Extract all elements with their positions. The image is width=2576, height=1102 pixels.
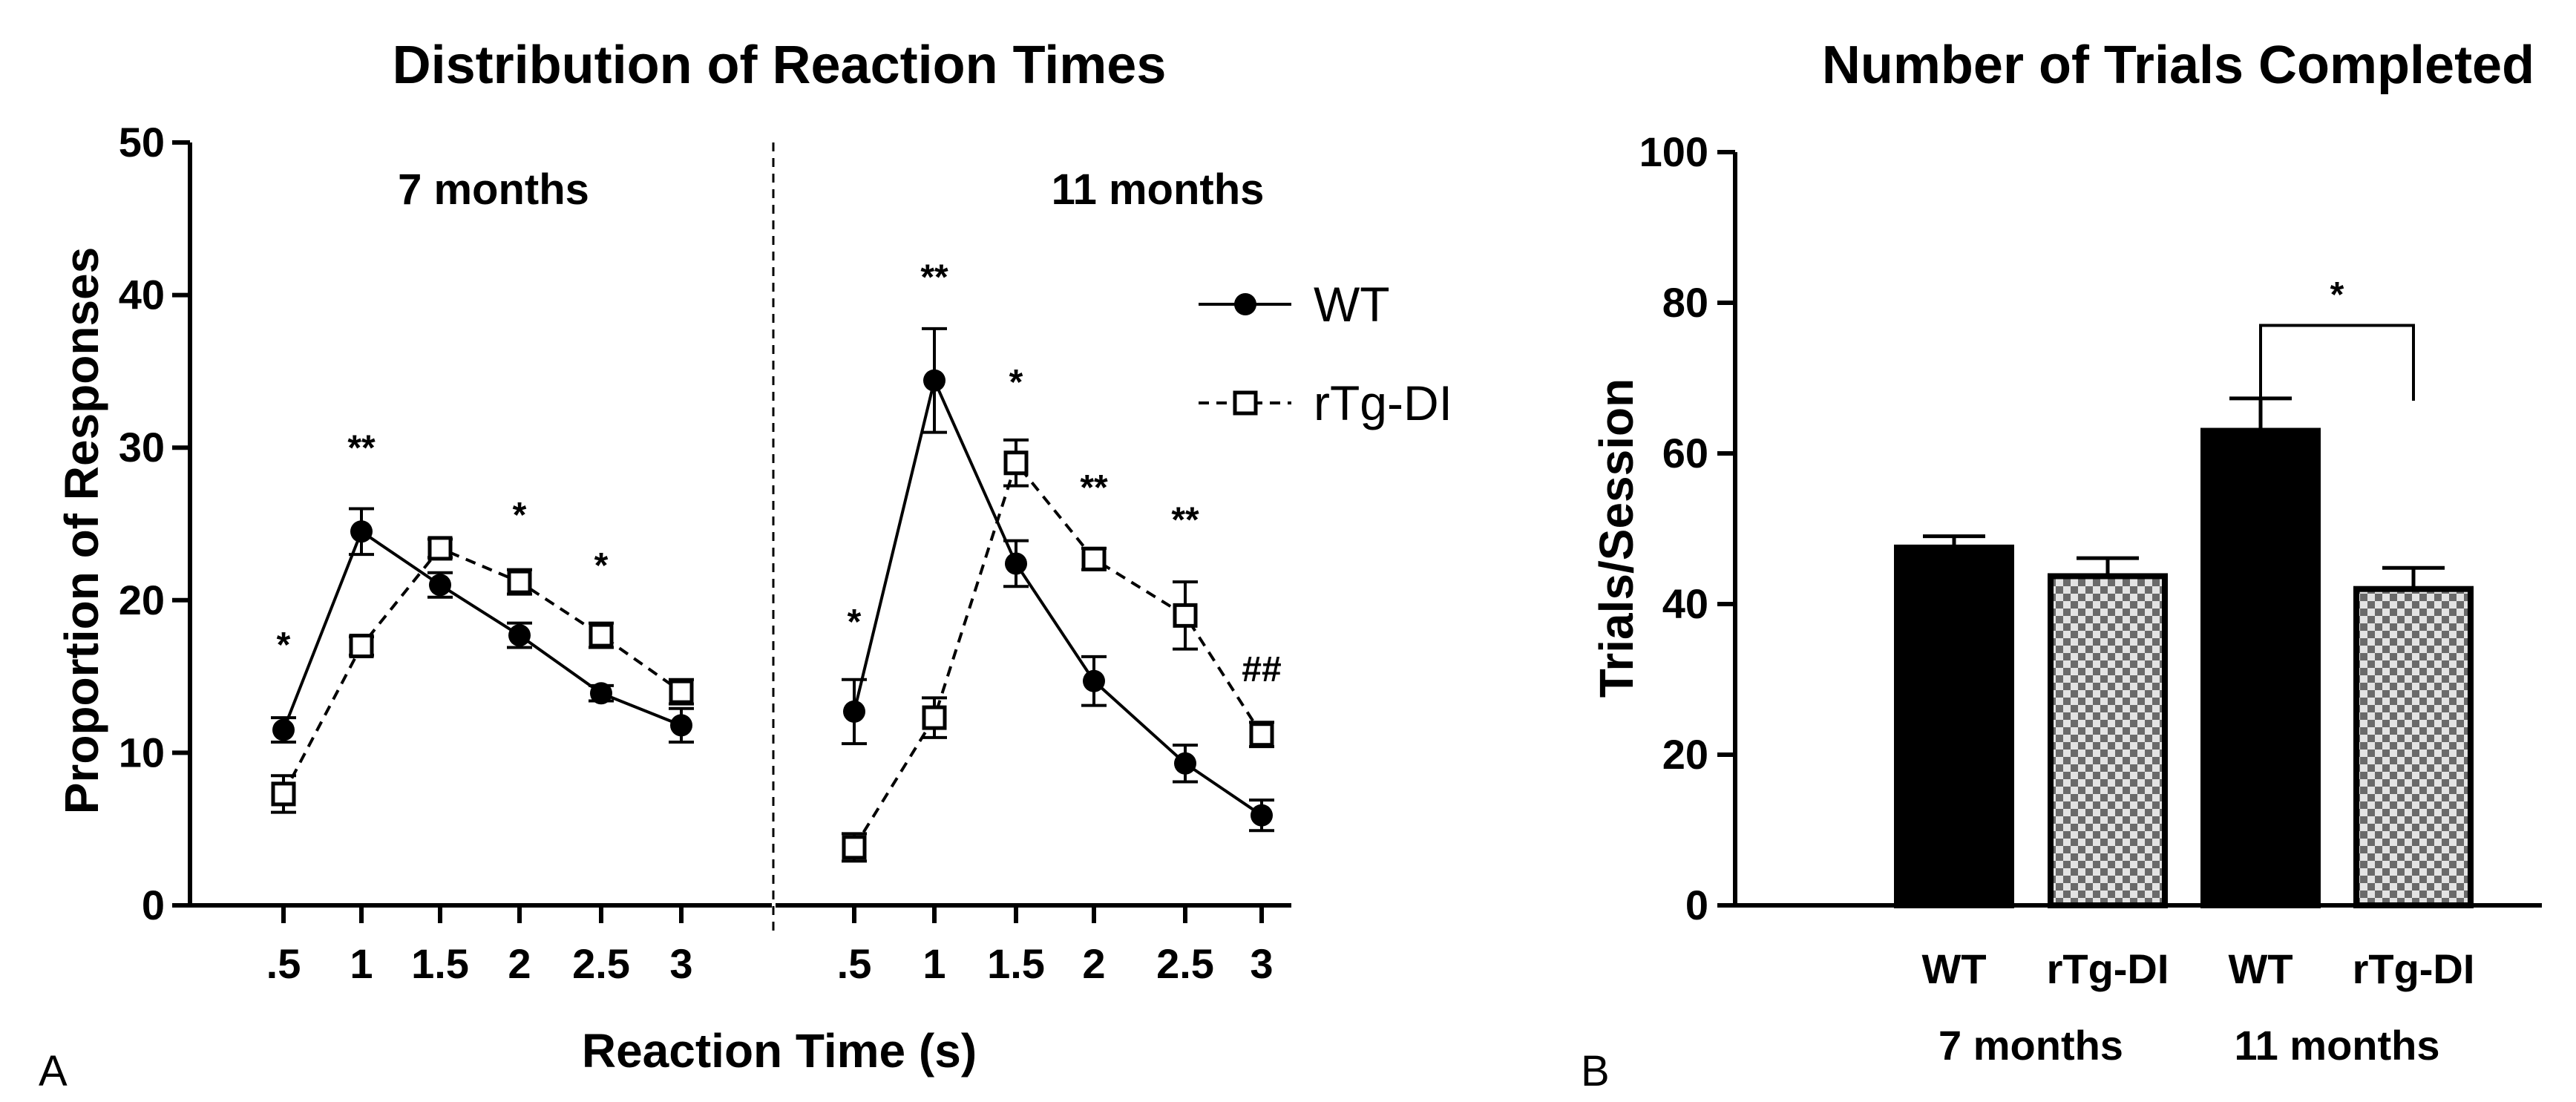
panel-b-letter: B — [1581, 1047, 1610, 1095]
significance-marker: ** — [1080, 468, 1108, 508]
data-point-rtg-di — [1173, 603, 1198, 628]
panel-a-y-tick-label: 50 — [119, 119, 165, 165]
bar-3 — [2200, 427, 2321, 908]
panel-a-x-tick-label: 2 — [1082, 940, 1105, 987]
panel-b-category-label: rTg-DI — [2353, 945, 2475, 992]
panel-a-y-tick-label: 10 — [119, 729, 165, 775]
panel-a-y-tick-label: 30 — [119, 424, 165, 470]
bar-4 — [2353, 586, 2474, 908]
significance-marker: ## — [1242, 650, 1281, 689]
data-point-wt — [350, 520, 373, 543]
data-point-wt — [590, 682, 612, 705]
bar-1 — [1894, 544, 2014, 908]
bar-2 — [2048, 573, 2168, 908]
significance-marker: * — [1009, 363, 1023, 402]
data-point-rtg-di — [842, 835, 867, 860]
panel-b-group-label: 11 months — [2235, 1022, 2440, 1069]
data-point-wt — [429, 574, 451, 597]
panel-b-y-axis-title: Trials/Session — [1590, 378, 1643, 698]
panel-b-y-tick-label: 40 — [1662, 580, 1708, 627]
data-point-rtg-di — [427, 536, 453, 561]
panel-a-x-axis-title: Reaction Time (s) — [582, 1024, 977, 1078]
data-point-wt — [923, 369, 945, 392]
panel-b-group-label: 7 months — [1938, 1022, 2123, 1069]
panel-b-y-tick-label: 60 — [1662, 430, 1708, 476]
data-point-wt — [508, 624, 531, 647]
significance-marker: ** — [920, 258, 948, 297]
series-line-rtg-di — [282, 546, 683, 795]
panel-b-plot: 0 20 40 60 80 100 WT rTg-DI WT rTg-DI 7 months 11 m… — [1639, 128, 2542, 1069]
data-point-rtg-di — [1081, 546, 1107, 571]
panel-a-x-tick-label: 3 — [1250, 940, 1273, 987]
legend-wt-label: WT — [1314, 277, 1390, 332]
panel-b-category-label: WT — [2228, 945, 2292, 992]
panel-a-title: Distribution of Reaction Times — [393, 36, 1167, 95]
legend: WT rTg-DI — [1199, 277, 1452, 430]
data-point-wt — [1174, 752, 1196, 775]
significance-marker: ** — [347, 429, 376, 468]
panel-a-x-tick-label: 2.5 — [572, 940, 630, 987]
panel-a-y-tick-label: 0 — [142, 882, 165, 928]
panel-a-x-tick-label: 2 — [508, 940, 531, 987]
panel-a-x-tick-label: .5 — [266, 940, 301, 987]
data-point-wt — [670, 714, 692, 737]
panel-a-subtitle-11-months: 11 months — [1052, 165, 1265, 214]
panel-b-y-tick-label: 100 — [1639, 128, 1708, 175]
series-line-rtg-di — [853, 459, 1263, 848]
panel-a-x-tick-label: 1 — [350, 940, 373, 987]
series-line-wt — [853, 375, 1263, 817]
data-point-rtg-di — [922, 705, 947, 730]
data-point-rtg-di — [507, 569, 532, 594]
panel-a-y-tick-label: 20 — [119, 577, 165, 623]
legend-rtg-marker — [1233, 390, 1258, 416]
data-point-rtg-di — [349, 633, 374, 658]
panel-a-x-tick-label: 3 — [669, 940, 692, 987]
data-point-wt — [1005, 552, 1027, 575]
data-point-wt — [272, 718, 295, 741]
panel-a-y-axis-title: Proportion of Responses — [55, 247, 108, 815]
data-point-wt — [1251, 804, 1273, 827]
significance-marker: * — [594, 546, 609, 586]
data-point-rtg-di — [1249, 722, 1274, 747]
data-point-rtg-di — [589, 623, 614, 648]
panel-a-y-tick-label: 40 — [119, 272, 165, 318]
significance-marker: * — [277, 626, 291, 665]
panel-b-y-tick-label: 20 — [1662, 731, 1708, 778]
panel-b-category-label: rTg-DI — [2047, 945, 2169, 992]
panel-a-x-tick-label: 1.5 — [987, 940, 1045, 987]
panel-b-title: Number of Trials Completed — [1822, 36, 2534, 95]
panel-b-y-tick-label: 0 — [1685, 882, 1708, 928]
panel-a-letter: A — [39, 1047, 68, 1095]
data-point-wt — [1083, 669, 1105, 692]
panel-b-category-label: WT — [1921, 945, 1986, 992]
panel-a-x-tick-label: 1 — [922, 940, 945, 987]
significance-marker: * — [513, 496, 527, 535]
panel-a-x-tick-label: 2.5 — [1156, 940, 1214, 987]
series-line-wt — [282, 529, 682, 731]
significance-marker: * — [848, 603, 862, 642]
data-point-rtg-di — [669, 679, 694, 704]
significance-marker: * — [2330, 275, 2344, 315]
data-point-rtg-di — [271, 781, 296, 807]
panel-a-x-tick-label: .5 — [837, 940, 872, 987]
data-point-wt — [843, 700, 865, 723]
panel-a-x-tick-label: 1.5 — [411, 940, 469, 987]
significance-marker: ** — [1171, 500, 1199, 539]
legend-wt-marker — [1234, 293, 1256, 315]
data-point-rtg-di — [1003, 450, 1029, 476]
panel-a-subtitle-7-months: 7 months — [398, 165, 589, 214]
significance-bracket — [2259, 324, 2415, 409]
panel-b-y-tick-label: 80 — [1662, 279, 1708, 326]
legend-rtg-label: rTg-DI — [1314, 375, 1452, 430]
